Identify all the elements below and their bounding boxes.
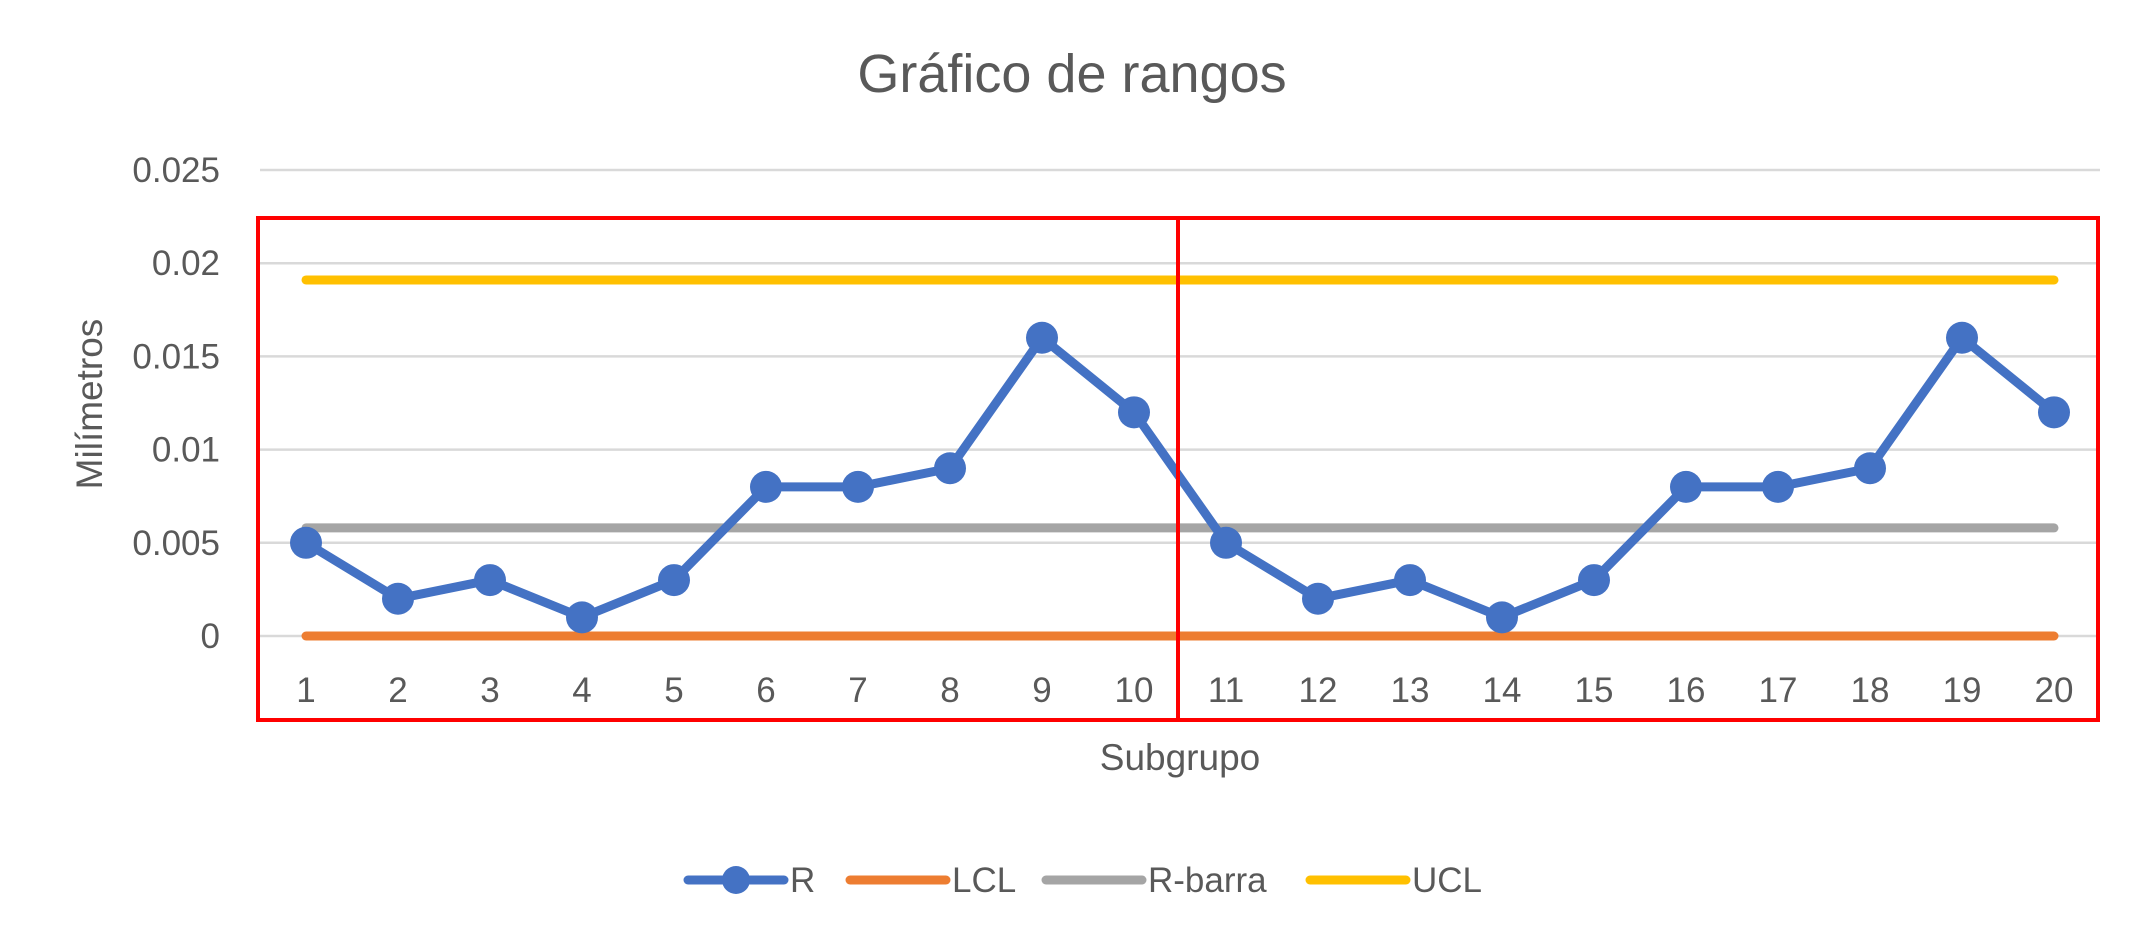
y-tick-label: 0.015 <box>132 337 220 376</box>
data-point-r <box>934 452 966 485</box>
data-point-r <box>474 564 506 597</box>
x-tick-label: 13 <box>1391 671 1430 710</box>
highlight-box <box>256 216 1180 722</box>
y-axis-title: Milímetros <box>69 319 110 490</box>
x-tick-label: 7 <box>848 671 867 710</box>
x-tick-label: 9 <box>1032 671 1051 710</box>
data-point-r <box>1118 396 1150 429</box>
y-tick-label: 0.02 <box>152 244 220 283</box>
x-tick-label: 15 <box>1575 671 1614 710</box>
legend-marker-r <box>722 866 750 894</box>
legend-label-r-barra: R-barra <box>1148 861 1267 900</box>
x-tick-label: 6 <box>756 671 775 710</box>
data-point-r <box>1670 470 1702 503</box>
x-tick-label: 11 <box>1208 671 1244 710</box>
data-point-r <box>1210 526 1242 559</box>
x-tick-label: 17 <box>1759 671 1798 710</box>
x-axis-ticks: 1 2 3 4 5 6 7 8 9 10 11 12 13 14 15 16 17 18 19 20 <box>296 671 2073 710</box>
x-tick-label: 20 <box>2035 671 2074 710</box>
data-point-r <box>1946 321 1978 354</box>
data-point-r <box>750 470 782 503</box>
data-point-r <box>1394 564 1426 597</box>
data-point-r <box>290 526 322 559</box>
x-tick-label: 4 <box>572 671 591 710</box>
y-axis-ticks: 0 0.005 0.01 0.015 0.02 0.025 <box>132 151 220 656</box>
data-point-r <box>2038 396 2070 429</box>
data-point-r <box>1578 564 1610 597</box>
data-point-r <box>1486 601 1518 634</box>
data-point-r <box>1026 321 1058 354</box>
x-tick-label: 8 <box>940 671 959 710</box>
x-tick-label: 16 <box>1667 671 1706 710</box>
legend-label-r: R <box>790 861 815 900</box>
x-tick-label: 1 <box>296 671 315 710</box>
x-tick-label: 19 <box>1943 671 1982 710</box>
x-tick-label: 5 <box>664 671 683 710</box>
data-point-r <box>1762 470 1794 503</box>
highlight-boxes <box>256 216 2100 722</box>
highlight-box <box>1176 216 2100 722</box>
data-point-r <box>1302 582 1334 615</box>
y-tick-label: 0.025 <box>132 151 220 190</box>
data-point-r <box>842 470 874 503</box>
x-tick-label: 2 <box>388 671 407 710</box>
x-tick-label: 18 <box>1851 671 1890 710</box>
x-tick-label: 12 <box>1299 671 1338 710</box>
x-tick-label: 3 <box>480 671 499 710</box>
legend-label-lcl: LCL <box>952 861 1016 900</box>
y-tick-label: 0 <box>201 617 220 656</box>
data-point-r <box>658 564 690 597</box>
legend-label-ucl: UCL <box>1412 861 1482 900</box>
y-tick-label: 0.005 <box>132 524 220 563</box>
x-tick-label: 14 <box>1483 671 1522 710</box>
chart-title: Gráfico de rangos <box>857 44 1286 104</box>
data-point-r <box>1854 452 1886 485</box>
data-point-r <box>566 601 598 634</box>
legend: R LCL R-barra UCL <box>683 861 1482 900</box>
y-tick-label: 0.01 <box>152 431 220 470</box>
x-tick-label: 10 <box>1115 671 1154 710</box>
data-point-r <box>382 582 414 615</box>
x-axis-title: Subgrupo <box>1100 737 1260 778</box>
